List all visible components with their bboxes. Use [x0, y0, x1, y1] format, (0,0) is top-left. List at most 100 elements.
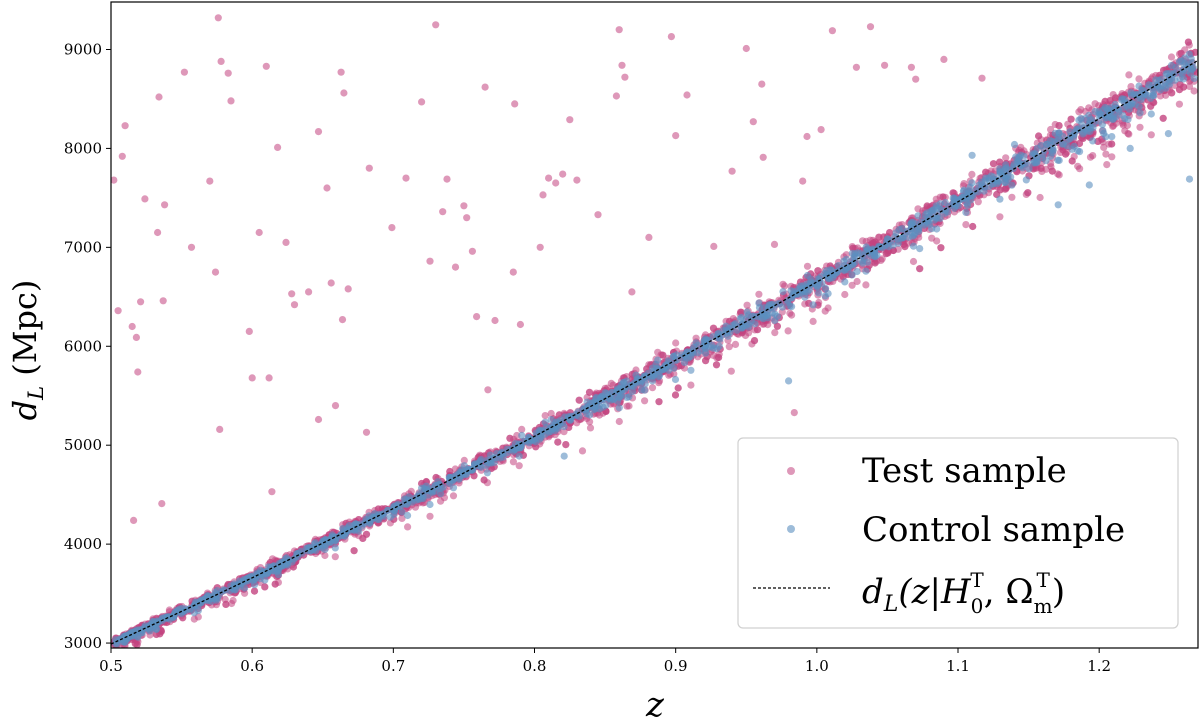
- test-sample-point: [132, 333, 140, 341]
- test-sample-point: [180, 68, 188, 76]
- control-sample-point: [964, 190, 972, 198]
- y-tick-label: 6000: [64, 337, 102, 355]
- test-sample-point: [814, 267, 822, 275]
- control-sample-point: [1118, 111, 1127, 119]
- control-sample-point: [1118, 95, 1126, 103]
- test-sample-point: [131, 640, 139, 648]
- test-sample-point: [539, 191, 547, 199]
- control-sample-point: [844, 266, 852, 274]
- test-sample-point: [715, 353, 723, 362]
- test-sample-point: [683, 91, 691, 99]
- test-sample-point: [112, 648, 119, 655]
- test-sample-point: [426, 512, 434, 520]
- test-sample-point: [1103, 161, 1111, 169]
- control-sample-point: [863, 258, 872, 266]
- control-sample-point: [404, 511, 412, 520]
- control-sample-point: [931, 216, 939, 224]
- control-sample-point: [1063, 142, 1071, 150]
- test-sample-point: [989, 160, 998, 168]
- control-sample-point: [1185, 175, 1194, 183]
- test-sample-point: [460, 456, 468, 464]
- control-sample-point: [932, 204, 941, 212]
- control-sample-point: [928, 209, 936, 217]
- control-sample-point: [966, 183, 974, 191]
- control-sample-point: [1008, 181, 1016, 189]
- test-sample-point: [532, 443, 540, 451]
- control-sample-point: [198, 596, 206, 604]
- test-sample-point: [344, 285, 352, 293]
- test-sample-point: [594, 211, 602, 219]
- test-sample-point: [190, 615, 198, 623]
- y-axis-label: dL (Mpc): [6, 280, 48, 421]
- control-sample-point: [962, 208, 970, 216]
- control-sample-point: [596, 394, 605, 402]
- test-sample-point: [1156, 92, 1164, 100]
- test-sample-point: [621, 73, 629, 81]
- test-sample-point: [978, 74, 986, 82]
- test-sample-point: [337, 68, 345, 76]
- test-sample-point: [1100, 143, 1108, 151]
- control-sample-point: [446, 475, 454, 483]
- test-sample-point: [586, 424, 595, 432]
- test-sample-point: [365, 164, 373, 172]
- test-sample-point: [274, 143, 282, 151]
- control-sample-point: [482, 462, 490, 470]
- control-sample-point: [415, 492, 423, 501]
- test-sample-point: [727, 367, 735, 375]
- control-sample-point: [996, 195, 1004, 203]
- test-sample-point: [554, 438, 562, 446]
- test-sample-point: [118, 152, 126, 160]
- test-sample-point: [418, 98, 426, 106]
- test-sample-point: [940, 55, 948, 64]
- control-sample-point: [914, 212, 922, 220]
- test-sample-point: [671, 391, 680, 399]
- test-sample-point: [803, 132, 811, 141]
- control-sample-point: [1099, 127, 1107, 135]
- test-sample-point: [1048, 167, 1056, 175]
- control-sample-point: [1076, 148, 1084, 156]
- control-sample-point: [604, 391, 612, 399]
- test-sample-point: [437, 497, 445, 505]
- control-sample-point: [503, 445, 511, 453]
- control-sample-point: [490, 458, 498, 466]
- test-sample-point: [1191, 48, 1198, 56]
- control-sample-point: [265, 563, 273, 571]
- control-sample-point: [1037, 142, 1045, 150]
- test-sample-point: [749, 118, 757, 126]
- control-sample-point: [261, 576, 269, 584]
- control-sample-point: [1126, 144, 1134, 152]
- test-sample-point: [331, 553, 339, 561]
- control-sample-point: [941, 209, 949, 217]
- test-sample-point: [968, 170, 976, 178]
- test-sample-point: [821, 307, 829, 315]
- control-sample-point: [702, 349, 710, 357]
- test-sample-point: [882, 250, 890, 258]
- test-sample-point: [753, 326, 762, 334]
- test-sample-point: [779, 280, 787, 288]
- test-sample-point: [248, 374, 256, 382]
- control-sample-point: [816, 273, 825, 281]
- control-sample-point: [1066, 128, 1074, 136]
- test-sample-point: [1176, 80, 1184, 88]
- legend-line-label: dL(z|H0T, ΩmT): [862, 568, 1065, 618]
- test-sample-point: [1125, 71, 1133, 79]
- test-sample-point: [187, 243, 196, 251]
- control-sample-point: [1110, 112, 1118, 120]
- control-sample-point: [566, 416, 574, 424]
- control-sample-point: [1025, 165, 1033, 173]
- control-sample-point: [1086, 127, 1094, 136]
- test-sample-point: [1175, 100, 1183, 108]
- control-sample-point: [517, 444, 525, 452]
- test-sample-point: [618, 61, 626, 69]
- control-sample-point: [321, 545, 329, 554]
- test-sample-point: [1124, 129, 1132, 138]
- test-sample-point: [939, 193, 947, 201]
- test-sample-point: [288, 290, 296, 298]
- x-axis: 0.5 0.6 0.7 0.8 0.9 1.0 1.1 1.2: [99, 648, 1111, 675]
- control-sample-point: [831, 271, 839, 279]
- test-sample-point: [362, 428, 371, 436]
- control-sample-point: [250, 581, 259, 589]
- test-sample-point: [261, 583, 269, 591]
- control-sample-point: [426, 500, 434, 509]
- control-sample-point: [231, 586, 239, 594]
